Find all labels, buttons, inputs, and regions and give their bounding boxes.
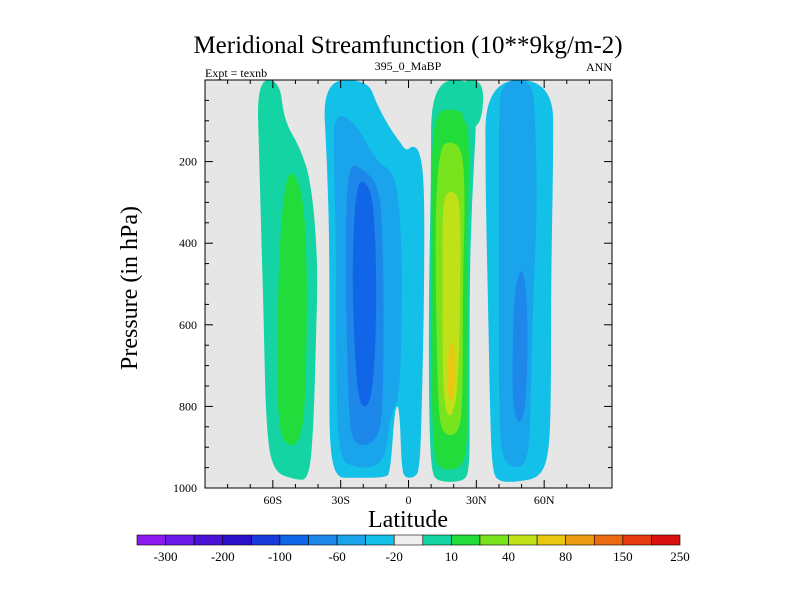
y-axis: 200 400 600 800 1000: [173, 99, 612, 495]
colorbar-box: [451, 534, 481, 546]
y-tick-label: 800: [179, 399, 197, 413]
x-tick-label: 60N: [534, 493, 555, 507]
colorbar-box: [193, 534, 224, 546]
colorbar-label: 10: [445, 549, 458, 564]
contour-regions: [258, 80, 554, 482]
colorbar-label: -60: [328, 549, 345, 564]
region-north-tropics-peak: [447, 342, 456, 401]
x-tick-label: 30S: [331, 493, 350, 507]
subtitle-right: ANN: [586, 60, 612, 74]
subtitle-left: Expt = texnb: [205, 66, 267, 80]
colorbar-label: -20: [386, 549, 403, 564]
colorbar-box: [222, 534, 252, 546]
colorbar-box: [565, 534, 595, 546]
colorbar-box: [336, 534, 366, 546]
colorbar-label: 250: [670, 549, 690, 564]
region-north-tropics-core: [442, 191, 461, 416]
colorbar-box: [279, 534, 309, 546]
colorbar-box: [308, 534, 338, 546]
region-north-polar-strip: [460, 80, 484, 128]
colorbar-box: [136, 534, 166, 546]
colorbar: -300 -200 -100 -60 -20 10 40 80 150 250: [136, 534, 690, 564]
region-south-tropics-core: [352, 181, 377, 407]
subtitle-center: 395_0_MaBP: [375, 59, 442, 73]
colorbar-label: 40: [502, 549, 515, 564]
colorbar-box: [251, 534, 281, 546]
y-tick-label: 200: [179, 155, 197, 169]
region-north-mid-lat-core: [512, 271, 528, 422]
region-north-mid-lat-mid: [498, 80, 537, 468]
colorbar-box: [651, 534, 681, 546]
colorbar-box: [365, 534, 395, 546]
colorbar-label: 80: [559, 549, 572, 564]
colorbar-box: [422, 534, 452, 546]
chart-title: Meridional Streamfunction (10**9kg/m-2): [193, 32, 622, 59]
colorbar-box: [593, 534, 624, 546]
colorbar-label: 150: [613, 549, 633, 564]
x-tick-label: 60S: [263, 493, 282, 507]
colorbar-box: [622, 534, 652, 546]
y-axis-label: Pressure (in hPa): [117, 206, 143, 370]
x-axis: 60S 30S 0 30N 60N: [227, 80, 590, 507]
x-tick-label: 30N: [466, 493, 487, 507]
colorbar-box: [393, 534, 424, 546]
plot-area: [204, 79, 613, 489]
x-tick-label: 0: [406, 493, 412, 507]
x-axis-label: Latitude: [368, 507, 448, 533]
colorbar-box: [165, 534, 195, 546]
y-tick-label: 1000: [173, 481, 197, 495]
colorbar-label: -100: [268, 549, 292, 564]
y-tick-label: 600: [179, 318, 197, 332]
colorbar-box: [508, 534, 538, 546]
colorbar-label: -300: [154, 549, 178, 564]
y-tick-label: 400: [179, 236, 197, 250]
colorbar-box: [536, 534, 566, 546]
colorbar-label: -200: [211, 549, 235, 564]
colorbar-box: [479, 534, 509, 546]
region-south-mid-lat-cell-core: [277, 173, 307, 446]
